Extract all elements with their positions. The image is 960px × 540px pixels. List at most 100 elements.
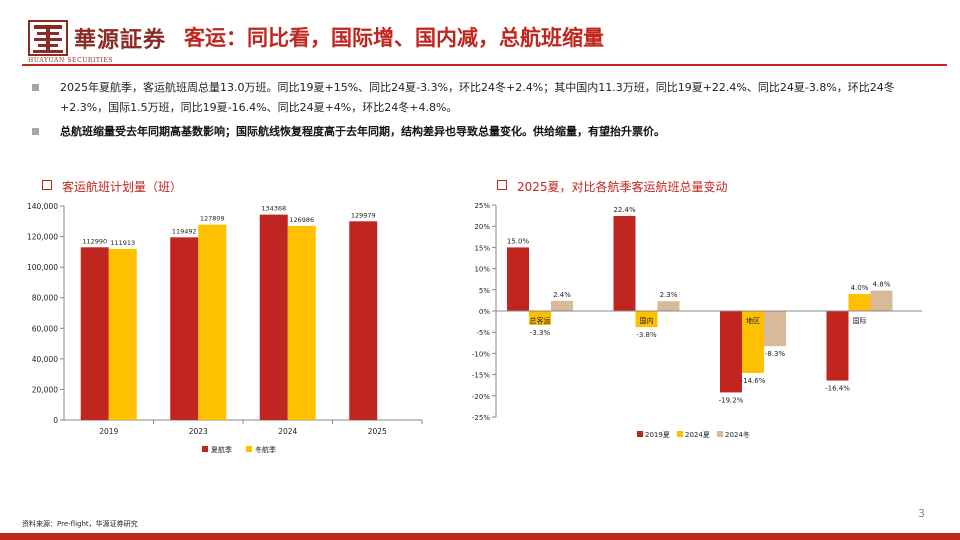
bullet-square-icon xyxy=(32,84,39,91)
y-tick-label: -25% xyxy=(472,414,490,422)
legend-swatch xyxy=(202,446,208,452)
bar-2024夏 xyxy=(529,311,551,325)
x-tick-label: 2023 xyxy=(189,427,208,436)
y-tick-label: 25% xyxy=(474,202,490,210)
data-label: 111913 xyxy=(110,239,135,247)
bar-2024夏 xyxy=(742,311,764,373)
data-label: -8.3% xyxy=(765,350,786,358)
right-chart-title-text: 2025夏，对比各航季客运航班总量变动 xyxy=(517,180,728,194)
logo-english-name: HUAYUAN SECURITIES xyxy=(28,57,114,64)
data-label: 4.8% xyxy=(873,281,891,289)
left-chart-title-text: 客运航班计划量（班） xyxy=(62,180,183,194)
y-tick-label: 40,000 xyxy=(32,355,58,364)
category-label: 总客运 xyxy=(530,316,551,325)
source-note: 资料来源：Pre-flight，华源证券研究 xyxy=(22,520,138,528)
bar-2024冬 xyxy=(657,301,680,311)
x-tick-label: 2025 xyxy=(368,427,387,436)
bullet-square-icon xyxy=(32,128,39,135)
title-box-icon xyxy=(497,180,507,190)
data-label: 2.3% xyxy=(660,291,678,299)
bar-冬航季 xyxy=(198,224,227,420)
bar-夏航季 xyxy=(80,247,109,420)
flight-plan-bar-chart: 0 20,000 40,000 60,000 80,000 100,000 120,000 1… xyxy=(27,202,423,454)
y-tick-label: 0% xyxy=(479,308,490,316)
bar-冬航季 xyxy=(287,225,316,420)
bar-2019夏 xyxy=(507,247,529,311)
bar-2019夏 xyxy=(826,311,849,381)
data-label: 126986 xyxy=(289,216,314,224)
y-tick-label: 5% xyxy=(479,287,490,295)
y-tick-label: 15% xyxy=(474,244,490,252)
bar-冬航季 xyxy=(108,248,137,420)
data-label: 134368 xyxy=(261,205,286,213)
bar-夏航季 xyxy=(259,214,288,420)
slide-header: 華源証券 HUAYUAN SECURITIES 客运：同比看，国际增、国内减，总… xyxy=(0,0,960,66)
bar-2024夏 xyxy=(848,294,871,311)
slide-title: 客运：同比看，国际增、国内减，总航班缩量 xyxy=(184,26,604,50)
data-label: 127809 xyxy=(200,215,225,223)
category-label: 国际 xyxy=(853,316,867,325)
legend-swatch xyxy=(677,431,683,437)
data-label: -3.8% xyxy=(636,331,657,339)
y-tick-label: -15% xyxy=(472,372,490,380)
data-label: 129979 xyxy=(351,211,376,219)
y-tick-label: 20,000 xyxy=(32,385,58,394)
legend-swatch xyxy=(637,431,643,437)
legend-label: 2019夏 xyxy=(645,431,670,439)
bar-2024冬 xyxy=(551,300,573,311)
y-tick-label: 100,000 xyxy=(27,263,58,272)
y-tick-label: 140,000 xyxy=(27,202,58,211)
data-label: -3.3% xyxy=(530,329,551,337)
bullet-item: 2025年夏航季，客运航班周总量13.0万班。同比19夏+15%、同比24夏-3… xyxy=(30,78,920,118)
bar-2024夏 xyxy=(635,311,658,328)
left-chart-title: 客运航班计划量（班） xyxy=(42,178,182,195)
data-label: 112990 xyxy=(82,237,107,245)
y-tick-label: 20% xyxy=(474,223,490,231)
bullet-text: 2025年夏航季，客运航班周总量13.0万班。同比19夏+15%、同比24夏-3… xyxy=(60,81,895,114)
bar-2019夏 xyxy=(613,216,636,311)
legend-label: 夏航季 xyxy=(211,445,232,454)
legend-swatch xyxy=(246,446,252,452)
logo-chinese-name: 華源証券 xyxy=(74,27,167,53)
header-divider xyxy=(22,64,947,66)
y-tick-label: -10% xyxy=(472,350,490,358)
bar-2019夏 xyxy=(720,311,742,393)
y-tick-label: -5% xyxy=(476,329,490,337)
y-tick-label: 60,000 xyxy=(32,324,58,333)
x-tick-label: 2024 xyxy=(278,427,297,436)
bar-夏航季 xyxy=(170,237,199,420)
bar-2024冬 xyxy=(870,290,893,311)
y-tick-label: 120,000 xyxy=(27,233,58,242)
y-tick-label: 80,000 xyxy=(32,294,58,303)
page-number: 3 xyxy=(918,507,925,520)
data-label: -19.2% xyxy=(719,396,744,404)
data-label: 15.0% xyxy=(507,237,530,245)
data-label: 119492 xyxy=(172,227,197,235)
legend-label: 2024夏 xyxy=(685,431,710,439)
y-tick-label: 10% xyxy=(474,266,490,274)
data-label: -16.4% xyxy=(825,385,850,393)
data-label: -14.6% xyxy=(741,377,766,385)
bullet-list: 2025年夏航季，客运航班周总量13.0万班。同比19夏+15%、同比24夏-3… xyxy=(30,78,920,146)
bar-夏航季 xyxy=(349,221,378,420)
data-label: 22.4% xyxy=(613,206,636,214)
seal-icon xyxy=(28,20,68,56)
bottom-bar xyxy=(0,533,960,540)
data-label: 2.4% xyxy=(553,291,571,299)
legend-swatch xyxy=(717,431,723,437)
legend-label: 冬航季 xyxy=(255,445,276,454)
bar-2024冬 xyxy=(764,311,786,347)
bullet-text: 总航班缩量受去年同期高基数影响；国际航线恢复程度高于去年同期，结构差异也导致总量… xyxy=(60,125,665,138)
y-tick-label: -20% xyxy=(472,393,490,401)
data-label: 4.0% xyxy=(851,284,869,292)
category-label: 国内 xyxy=(640,316,654,325)
category-label: 地区 xyxy=(746,316,760,325)
right-chart-title: 2025夏，对比各航季客运航班总量变动 xyxy=(497,178,728,195)
title-box-icon xyxy=(42,180,52,190)
y-tick-label: 0 xyxy=(53,416,58,425)
x-tick-label: 2019 xyxy=(99,427,118,436)
company-logo: 華源証券 HUAYUAN SECURITIES xyxy=(28,20,172,64)
flight-change-bar-chart: 25% 20% 15% 10% 5% 0% -5% -10% -15% -20% -25% 15.0%… xyxy=(472,202,922,439)
legend-label: 2024冬 xyxy=(725,430,750,439)
bullet-item: 总航班缩量受去年同期高基数影响；国际航线恢复程度高于去年同期，结构差异也导致总量… xyxy=(30,122,920,142)
